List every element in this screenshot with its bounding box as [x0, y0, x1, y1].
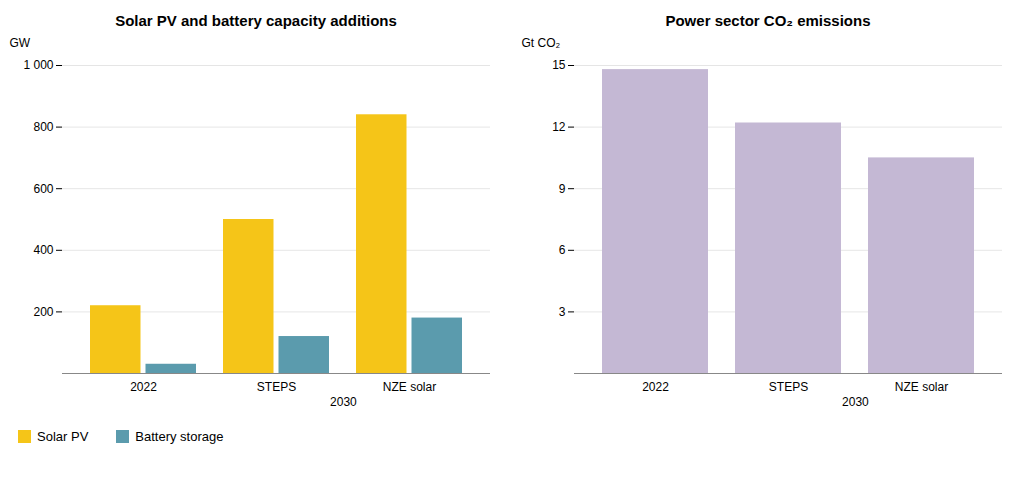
- svg-text:2022: 2022: [130, 380, 157, 394]
- svg-text:9: 9: [559, 182, 566, 196]
- svg-text:2022: 2022: [642, 380, 669, 394]
- svg-text:3: 3: [559, 305, 566, 319]
- svg-text:NZE solar: NZE solar: [895, 380, 948, 394]
- svg-text:STEPS: STEPS: [257, 380, 296, 394]
- svg-text:12: 12: [552, 120, 566, 134]
- svg-text:2030: 2030: [842, 395, 869, 409]
- svg-text:Gt CO₂: Gt CO₂: [522, 36, 561, 50]
- svg-text:600: 600: [33, 182, 53, 196]
- html-text:Power sector CO₂ emissions: Power sector CO₂ emissions: [665, 12, 871, 29]
- svg-text:400: 400: [33, 243, 53, 257]
- svg-text:NZE solar: NZE solar: [383, 380, 436, 394]
- html-text:Battery storage: Battery storage: [135, 429, 224, 444]
- html-text:Solar PV and battery capacity: Solar PV and battery capacity additions: [115, 12, 397, 29]
- svg-text:200: 200: [33, 305, 53, 319]
- svg-text:GW: GW: [10, 36, 31, 50]
- html-text:Solar PV: Solar PV: [37, 429, 89, 444]
- svg-text:6: 6: [559, 243, 566, 257]
- svg-text:2030: 2030: [330, 395, 357, 409]
- svg-text:STEPS: STEPS: [769, 380, 808, 394]
- svg-text:800: 800: [33, 120, 53, 134]
- svg-text:15: 15: [552, 58, 566, 72]
- svg-text:1 000: 1 000: [23, 58, 53, 72]
